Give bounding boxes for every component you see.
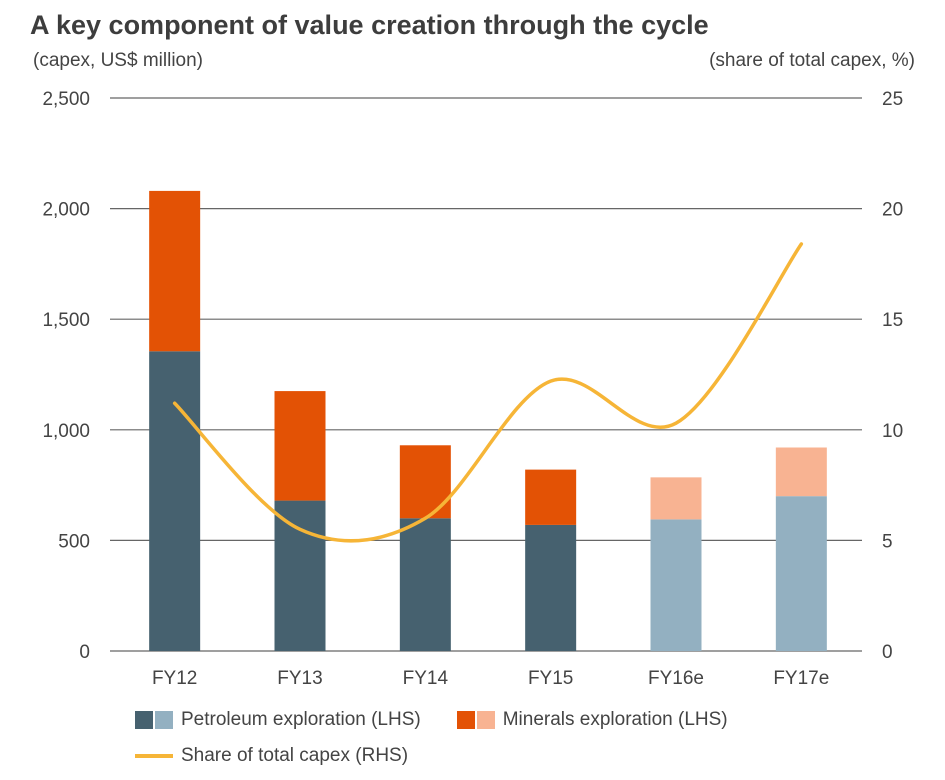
bar-minerals-fy17e [775,447,827,497]
x-tick-label: FY14 [403,668,449,689]
left-tick-label: 1,000 [42,421,90,442]
share-line-swatch [135,754,173,758]
chart-title: A key component of value creation throug… [30,10,709,40]
bar-petroleum-fy17e [775,496,827,651]
right-tick-label: 25 [882,89,903,110]
left-axis-unit: (capex, US$ million) [33,50,203,71]
right-tick-label: 5 [882,531,893,552]
legend-label-petroleum: Petroleum exploration (LHS) [181,709,421,730]
share-line [172,242,804,543]
bar-petroleum-fy16e [650,519,702,651]
right-tick-label: 20 [882,200,903,221]
legend-minerals: Minerals exploration (LHS) [456,709,728,731]
legend: Petroleum exploration (LHS) Minerals exp… [135,705,895,777]
legend-share: Share of total capex (RHS) [135,745,408,767]
right-axis-unit: (share of total capex, %) [709,50,915,71]
x-tick-label: FY16e [648,668,704,689]
bar-petroleum-fy12 [149,351,201,651]
legend-label-share: Share of total capex (RHS) [181,745,409,766]
bar-petroleum-fy15 [525,524,577,651]
right-tick-label: 0 [882,642,893,663]
bar-minerals-fy14 [399,445,451,519]
left-tick-label: 2,000 [42,200,90,221]
exploration-capex-chart: 0 500 1,000 1,500 2,000 2,500 0 5 10 15 20 25 FY12… [42,89,903,689]
bar-petroleum-fy14 [399,518,451,651]
bar-minerals-fy16e [650,477,702,520]
share-of-total-capex-line [172,242,804,543]
petroleum-estimate-swatch [155,711,173,729]
left-tick-label: 0 [79,642,90,663]
bar-minerals-fy12 [149,190,201,352]
bar-minerals-fy15 [525,469,577,525]
x-tick-label: FY15 [528,668,573,689]
x-axis-labels: FY12 FY13 FY14 FY15 FY16e FY17e [152,668,829,689]
left-axis-ticks: 0 500 1,000 1,500 2,000 2,500 [42,89,90,663]
minerals-swatch [456,711,475,729]
x-tick-label: FY13 [277,668,322,689]
x-tick-label: FY12 [152,668,197,689]
left-tick-label: 1,500 [42,310,90,331]
right-tick-label: 15 [882,310,903,331]
bars [149,190,827,651]
petroleum-swatch [135,711,153,729]
minerals-estimate-swatch [476,711,495,729]
left-tick-label: 500 [58,531,90,552]
gridlines [110,97,862,652]
right-axis-ticks: 0 5 10 15 20 25 [882,89,903,663]
right-tick-label: 10 [882,421,903,442]
bar-minerals-fy13 [274,391,326,501]
left-tick-label: 2,500 [42,89,90,110]
legend-label-minerals: Minerals exploration (LHS) [502,709,728,730]
x-tick-label: FY17e [773,668,829,689]
bar-petroleum-fy13 [274,500,326,651]
legend-petroleum: Petroleum exploration (LHS) [135,709,421,731]
